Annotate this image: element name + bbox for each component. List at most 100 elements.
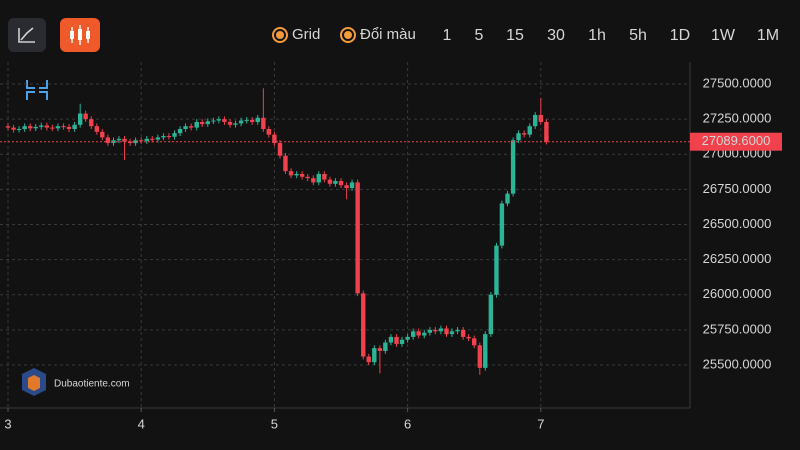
candle-body [194,121,199,128]
candle-body [277,143,283,156]
candle-body [255,117,260,122]
candle-body [544,121,549,142]
candle-body [61,126,66,128]
timeframe-button[interactable]: 5 [475,27,484,44]
candle-body [488,294,494,335]
candle-body [272,134,277,144]
candle-body [177,129,183,134]
x-tick-label: 5 [271,416,278,431]
candle-body [388,336,394,343]
radio-button[interactable] [272,27,288,43]
candle-body [483,334,488,368]
candle-body [311,178,316,183]
candle-body [349,182,355,189]
candle-body [527,126,532,135]
candle-body [16,129,22,131]
candle-body [438,328,444,332]
candle-body [355,182,360,294]
timeframe-button[interactable]: 1 [443,27,452,44]
candle-body [283,155,288,172]
candle-body [122,138,127,142]
radio-dot [276,31,284,39]
candle-body [322,173,327,180]
candle-body [399,339,405,344]
candle-body [77,113,83,125]
timeframe-button[interactable]: 1M [757,27,779,44]
candle-body [22,126,27,130]
candle-body [305,176,310,179]
candle-body [433,329,438,332]
candle-body [89,119,94,127]
candle-body [244,119,249,121]
candle-body [383,342,388,351]
candle-body [494,245,499,295]
candle-body [150,138,155,140]
candle-body [127,141,133,144]
candle-body [477,345,483,368]
candle-body [233,123,238,125]
candle-body [200,121,205,125]
candle-body [222,119,227,122]
candle-body [344,185,349,189]
candle-body [521,133,527,135]
x-tick-label: 4 [138,416,145,431]
candle-body [94,126,100,132]
candle-body [416,331,421,336]
last-price-label: 27089.6000 [702,133,771,148]
timeframe-button[interactable]: 1W [711,27,736,44]
candle-body [227,121,233,125]
candle-body [116,138,122,141]
candle-body [516,133,521,141]
watermark-text: Dubaotiente.com [54,379,130,390]
candle-body [316,173,321,183]
candle-body [172,133,177,137]
toggle-label[interactable]: Grid [292,26,320,43]
candle-chart-button[interactable] [60,18,100,52]
timeframe-button[interactable]: 15 [506,27,524,44]
expand-icon[interactable] [26,80,48,100]
candle-body [505,193,510,204]
toggle-label[interactable]: Đổi màu [360,26,416,43]
candle-body [427,329,433,333]
candle-body [33,126,38,129]
candle-body [249,119,255,122]
timeframe-button[interactable]: 1D [670,27,690,44]
candle-body [466,336,471,339]
candle-body [144,138,149,141]
candle-body [138,140,144,142]
candle-body [333,180,338,184]
candle-body [166,136,172,138]
candle-body [361,293,366,357]
candle-body [205,121,210,125]
last-price-tag [690,132,782,151]
candle-body [338,180,344,186]
y-tick-label: 25750.0000 [703,321,772,336]
candle-body [460,329,466,337]
candle-body [105,137,111,144]
candle-body [5,126,11,128]
candle-body [422,332,427,336]
candle-body [366,356,371,363]
candle-body [28,126,33,129]
candle-body [499,203,505,246]
candle-body [538,114,544,122]
candle-body [394,336,399,344]
candle-body [449,331,455,335]
candle-body [55,126,61,129]
x-tick-label: 7 [537,416,544,431]
candle-body [261,117,266,130]
candle-body [188,126,194,128]
line-chart-button[interactable] [8,18,46,52]
timeframe-button[interactable]: 30 [547,27,565,44]
candle-body [377,348,383,351]
candle-body [44,125,50,128]
timeframe-button[interactable]: 5h [629,27,647,44]
y-tick-label: 25500.0000 [703,356,772,371]
candle-body [533,114,538,127]
radio-button[interactable] [340,27,356,43]
candle-body [411,331,416,337]
timeframe-button[interactable]: 1h [588,27,606,44]
y-tick-label: 26000.0000 [703,286,772,301]
